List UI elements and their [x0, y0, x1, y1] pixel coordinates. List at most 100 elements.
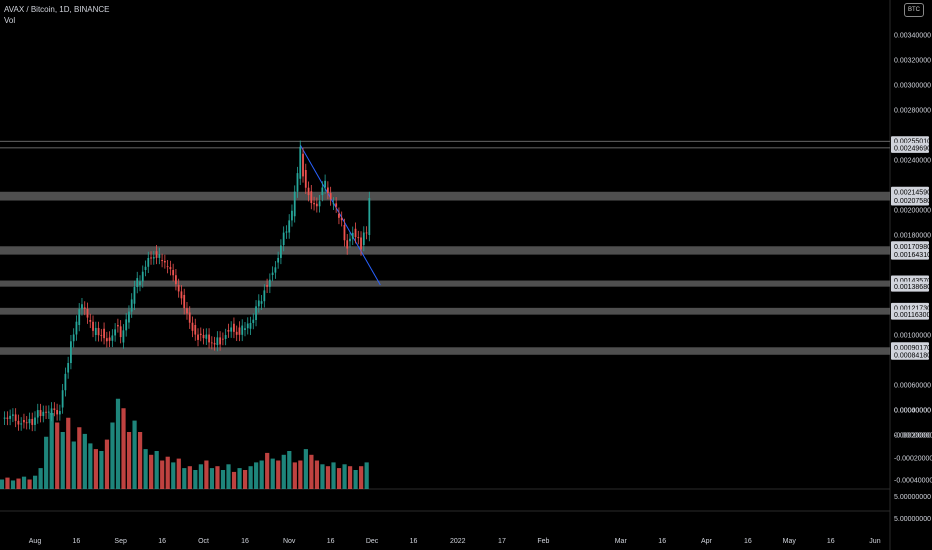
y-axis-tick-label: 0.00040000: [894, 408, 931, 415]
candle-body: [75, 321, 78, 335]
x-axis-tick-label: 16: [241, 538, 249, 545]
x-axis-tick-label: Mar: [615, 538, 628, 545]
volume-bar: [27, 479, 32, 489]
volume-bar: [10, 480, 16, 489]
y-axis-tick-label: 0.00060000: [894, 383, 931, 390]
candle-body: [318, 201, 321, 207]
candle-body: [136, 278, 139, 288]
candle-body: [72, 334, 75, 342]
candle-body: [326, 187, 329, 194]
symbol-title[interactable]: AVAX / Bitcoin, 1D, BINANCE: [4, 5, 110, 14]
volume-indicator-label[interactable]: Vol: [4, 16, 16, 25]
candle-body: [346, 240, 349, 249]
candle-body: [56, 410, 59, 415]
volume-bar: [265, 452, 270, 489]
candle-body: [81, 304, 83, 310]
volume-bar: [242, 470, 248, 489]
volume-bar: [104, 439, 110, 489]
candle-body: [89, 320, 92, 322]
volume-bar: [204, 460, 209, 489]
price-tag: [891, 281, 929, 292]
candle-body: [42, 411, 45, 417]
volume-bar: [254, 462, 259, 489]
y-axis-tick-label: 0.00100000: [894, 333, 931, 340]
candle-body: [205, 334, 208, 339]
candle-body: [202, 334, 205, 339]
price-tag-label: 0.00170980: [894, 244, 931, 251]
candle-body: [61, 390, 64, 408]
candle-body: [97, 327, 100, 336]
candle-body: [310, 191, 313, 204]
candle-body: [169, 267, 172, 270]
level-band: [0, 191, 890, 201]
candle-body: [230, 327, 233, 332]
candle-body: [280, 245, 282, 258]
volume-bar: [38, 468, 43, 489]
volume-bar: [331, 462, 336, 489]
volume-bar: [281, 454, 286, 489]
volume-bar: [149, 454, 154, 489]
candle-body: [161, 260, 163, 262]
volume-bar: [165, 456, 170, 489]
volume-bar: [198, 464, 203, 489]
candle-body: [349, 238, 351, 242]
price-tag-label: 0.00249690: [894, 145, 931, 152]
candle-body: [6, 417, 9, 419]
candle-body: [111, 335, 114, 341]
volume-bar: [171, 462, 176, 489]
volume-bar: [49, 413, 54, 489]
volume-bar: [82, 433, 87, 489]
currency-badge[interactable]: BTC: [904, 3, 924, 17]
volume-bar: [88, 443, 93, 489]
candle-body: [67, 363, 70, 373]
candle-body: [285, 231, 288, 233]
trendline: [299, 144, 381, 286]
volume-bar: [137, 432, 143, 489]
price-tag-label: 0.00214590: [894, 189, 931, 196]
candle-body: [150, 257, 152, 259]
candle-body: [277, 257, 280, 263]
volume-bar: [121, 408, 126, 489]
y-axis-tick-label: 0.00320000: [894, 58, 931, 65]
x-axis-tick-label: 16: [158, 538, 166, 545]
volume-axis-tick-label: 5.00000000: [894, 516, 931, 523]
candle-body: [282, 232, 285, 245]
candle-body: [78, 309, 81, 325]
volume-bar: [248, 466, 253, 489]
volume-bar: [347, 466, 353, 489]
y-axis-tick-label: 0.00020000: [894, 433, 931, 440]
volume-bar: [21, 476, 27, 489]
x-axis-tick-label: Jun: [869, 538, 880, 545]
candle-body: [53, 408, 56, 411]
candle-body: [288, 220, 291, 233]
candle-body: [64, 373, 67, 391]
candle-body: [105, 338, 108, 342]
volume-bar: [0, 479, 5, 489]
y-axis-tick-label: 0.00000000: [894, 408, 931, 415]
candle-body: [321, 187, 324, 195]
candle-body: [194, 325, 197, 335]
x-axis-tick-label: Dec: [366, 538, 379, 545]
candle-body: [17, 420, 20, 425]
volume-bar: [66, 417, 71, 489]
candle-body: [271, 272, 274, 275]
volume-bar: [215, 466, 220, 489]
candle-body: [315, 203, 318, 207]
candle-body: [208, 334, 210, 343]
volume-bar: [342, 464, 347, 489]
candle-body: [197, 334, 199, 340]
candle-body: [39, 410, 42, 417]
candle-body: [365, 232, 368, 234]
candle-body: [266, 285, 268, 287]
x-axis-tick-label: 16: [410, 538, 418, 545]
candle-body: [139, 281, 141, 285]
volume-bar: [270, 458, 275, 489]
x-axis-tick-label: May: [783, 538, 797, 545]
price-tag-label: 0.00207580: [894, 198, 931, 205]
price-tag-label: 0.00138680: [894, 284, 931, 291]
volume-bar: [160, 460, 165, 489]
candle-body: [274, 267, 277, 273]
candle-body: [144, 266, 147, 270]
x-axis-tick-label: Feb: [537, 538, 549, 545]
